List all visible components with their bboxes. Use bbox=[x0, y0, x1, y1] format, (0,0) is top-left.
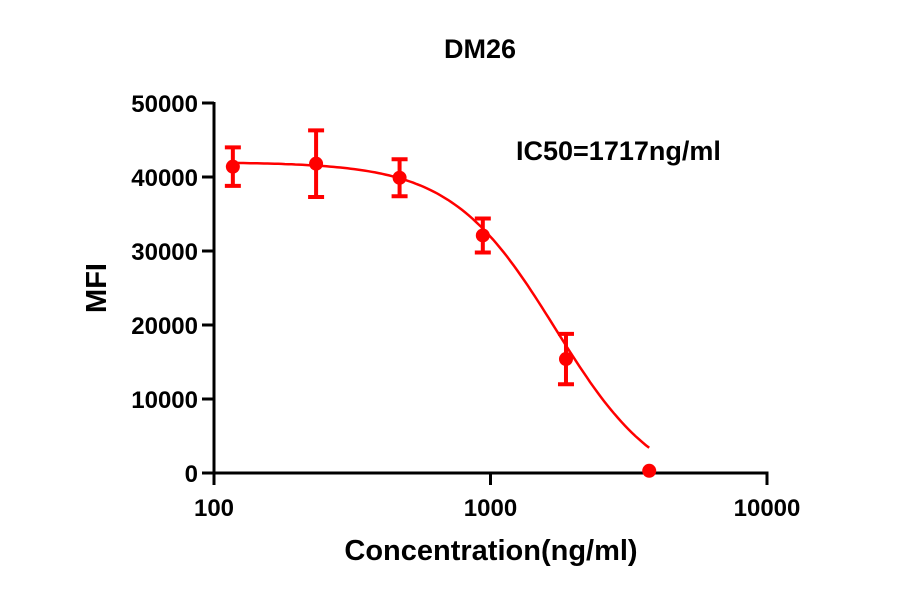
y-tick-label: 40000 bbox=[131, 165, 198, 192]
data-points bbox=[224, 128, 657, 478]
x-axis: 100 1000 10000 bbox=[194, 471, 801, 522]
data-point bbox=[557, 331, 574, 387]
data-point bbox=[308, 128, 325, 199]
y-axis: 0 10000 20000 30000 40000 50000 bbox=[131, 91, 216, 488]
ic50-annotation: IC50=1717ng/ml bbox=[516, 136, 721, 166]
fit-curve bbox=[232, 161, 650, 449]
y-tick-label: 30000 bbox=[131, 239, 198, 266]
y-tick-label: 20000 bbox=[131, 313, 198, 340]
y-tick-label: 50000 bbox=[131, 91, 198, 118]
data-point bbox=[391, 157, 408, 199]
y-tick-label: 10000 bbox=[131, 387, 198, 414]
chart-title: DM26 bbox=[444, 34, 516, 64]
x-axis-label: Concentration(ng/ml) bbox=[344, 535, 637, 567]
x-tick-label: 100 bbox=[194, 495, 234, 522]
y-tick-label: 0 bbox=[185, 461, 198, 488]
x-tick-label: 1000 bbox=[464, 495, 517, 522]
x-tick-label: 10000 bbox=[734, 495, 801, 522]
y-axis-label: MFI bbox=[81, 263, 113, 313]
data-point bbox=[224, 145, 241, 188]
data-point bbox=[474, 216, 491, 255]
data-point bbox=[642, 463, 657, 478]
